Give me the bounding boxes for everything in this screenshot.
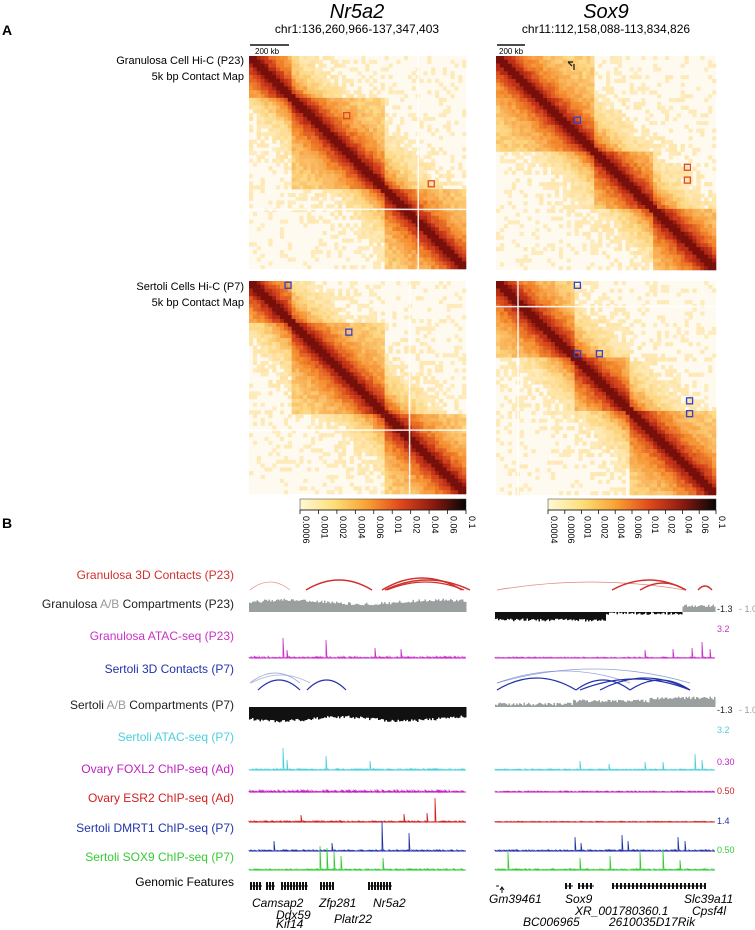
tracks-left: [248, 577, 471, 872]
tracks-right: [494, 579, 716, 872]
track-label-5: Sertoli ATAC-seq (P7): [118, 730, 234, 744]
scalebar-left-label: 200 kb: [255, 47, 280, 56]
gene-labels-right: Gm39461 Sox9 XR_001780360.1 BC006965 261…: [489, 892, 733, 929]
hic-map-granulosa-sox9: [496, 56, 717, 295]
gene-models-right: [496, 883, 706, 893]
row-label-sertoli-1: Sertoli Cells Hi-C (P7): [136, 281, 244, 293]
gene-label-camsap2: Camsap2: [252, 896, 304, 910]
row-label-sertoli-2: 5k bp Contact Map: [152, 297, 244, 309]
track-label-3: Sertoli 3D Contacts (P7): [105, 662, 234, 676]
gene-label-slc39a11: Slc39a11: [684, 892, 733, 906]
locus-left-coords: chr1:136,260,966-137,347,403: [275, 22, 439, 36]
gene-label-2610035d17rik: 2610035D17Rik: [608, 915, 696, 929]
gene-label-bc006965: BC006965: [523, 915, 580, 929]
gene-label-xr-001780360: XR_001780360.1: [574, 904, 668, 918]
track-label-1: Granulosa A/B Compartments (P23): [42, 597, 234, 611]
gene-models-left: [250, 882, 392, 890]
row-label-granulosa-1: Granulosa Cell Hi-C (P23): [116, 55, 244, 67]
track-scales: -1.3- 1.03.2-1.3- 1.03.20.300.501.40.50: [717, 604, 755, 855]
gene-label-gm39461: Gm39461: [489, 892, 542, 906]
panel-a-label: A: [2, 22, 12, 38]
track-label-0: Granulosa 3D Contacts (P23): [77, 568, 234, 582]
gene-label-nr5a2: Nr5a2: [373, 896, 406, 910]
track-label-9: Sertoli SOX9 ChIP-seq (P7): [85, 850, 234, 864]
gene-label-cpsf4l: Cpsf4l: [692, 904, 726, 918]
row-label-granulosa-2: 5k bp Contact Map: [152, 71, 244, 83]
gene-labels-left: Camsap2 Ddx59 Kif14 Zfp281 Platr22 Nr5a2: [252, 896, 406, 930]
track-labels: Granulosa 3D Contacts (P23) Granulosa A/B…: [42, 568, 234, 864]
gene-label-zfp281: Zfp281: [318, 896, 356, 910]
gene-label-sox9: Sox9: [565, 892, 593, 906]
track-label-8: Sertoli DMRT1 ChIP-seq (P7): [76, 821, 234, 835]
gene-label-platr22: Platr22: [334, 912, 372, 926]
gene-label-ddx59: Ddx59: [276, 908, 311, 922]
locus-right-coords: chr11:112,158,088-113,834,826: [522, 22, 690, 36]
panel-b-label: B: [2, 515, 12, 531]
genomic-features-label: Genomic Features: [135, 875, 234, 889]
track-label-4: Sertoli A/B Compartments (P7): [70, 698, 234, 712]
colorbar-left: 0.0006 0.001 0.002 0.004 0.006 0.01 0.02 0.04 0.…: [299, 498, 477, 544]
track-label-7: Ovary ESR2 ChIP-seq (Ad): [88, 791, 234, 805]
track-label-2: Granulosa ATAC-seq (P23): [90, 629, 234, 643]
hic-map-sertoli-sox9: [496, 281, 717, 496]
locus-left-gene: Nr5a2: [330, 1, 384, 23]
scalebar-right-label: 200 kb: [499, 47, 524, 56]
gene-label-kif14: Kif14: [276, 917, 304, 930]
hic-map-granulosa-nr5a2: [249, 56, 467, 270]
colorbar-right: 0.0004 0.0006 0.001 0.002 0.004 0.006 0.01 0.02…: [547, 498, 727, 544]
hic-map-sertoli-nr5a2: [249, 281, 467, 495]
track-label-6: Ovary FOXL2 ChIP-seq (Ad): [81, 762, 234, 776]
locus-right-gene: Sox9: [583, 1, 629, 23]
